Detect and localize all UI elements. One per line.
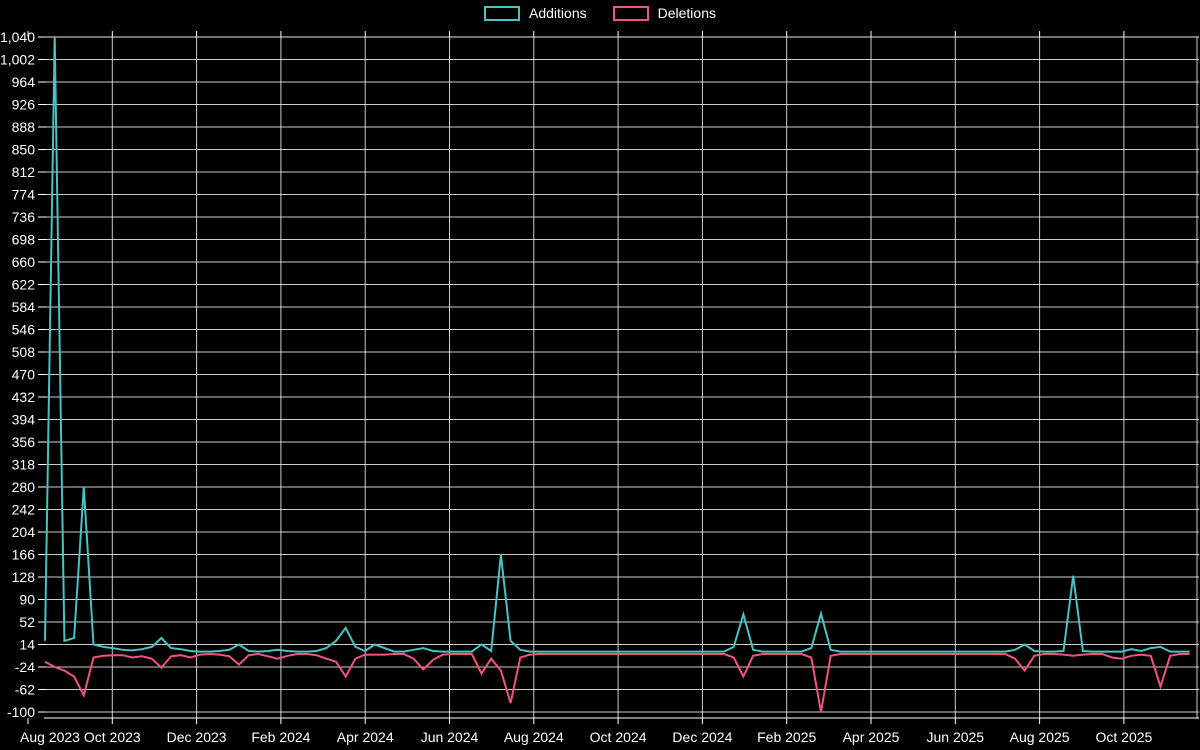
x-axis-label: Oct 2023	[84, 729, 141, 745]
chart-legend: Additions Deletions	[0, 6, 1200, 21]
legend-label-deletions: Deletions	[657, 5, 716, 21]
y-axis-label: 470	[12, 367, 36, 383]
y-axis-label: 812	[12, 164, 36, 180]
y-axis-label: 698	[12, 232, 36, 248]
y-axis-label: 432	[12, 389, 36, 405]
x-axis-label: Aug 2024	[504, 729, 564, 745]
y-axis-label: 736	[12, 209, 36, 225]
x-axis-label: Oct 2025	[1095, 729, 1152, 745]
y-axis-label: 14	[19, 637, 35, 653]
x-axis-label: Apr 2025	[843, 729, 900, 745]
additions-line	[44, 36, 1190, 653]
y-axis-label: 774	[12, 187, 36, 203]
y-axis-label: 546	[12, 322, 36, 338]
x-axis-label: Oct 2024	[590, 729, 647, 745]
y-axis-label: -62	[15, 682, 35, 698]
legend-label-additions: Additions	[529, 5, 587, 21]
y-axis-label: 622	[12, 277, 36, 293]
y-axis-label: 90	[19, 592, 35, 608]
y-axis-label: 318	[12, 457, 36, 473]
y-axis-label: 508	[12, 344, 36, 360]
y-axis-label: 584	[12, 299, 36, 315]
y-axis-label: 52	[19, 614, 35, 630]
x-axis-label: Apr 2024	[337, 729, 394, 745]
y-axis-label: 850	[12, 142, 36, 158]
y-axis-label: 128	[12, 569, 36, 585]
y-axis-label: 204	[12, 524, 36, 540]
x-axis-label: Dec 2024	[672, 729, 732, 745]
additions-swatch-icon	[484, 6, 521, 21]
y-axis-label: 166	[12, 547, 36, 563]
deletions-line	[44, 652, 1190, 713]
deletions-swatch-icon	[612, 6, 649, 21]
x-axis-label: Aug 2025	[1010, 729, 1070, 745]
x-axis-label: Jun 2024	[421, 729, 479, 745]
y-axis-label: 1,040	[0, 29, 35, 45]
x-axis-label: Jun 2025	[926, 729, 984, 745]
y-axis-label: 926	[12, 97, 36, 113]
y-axis-label: 356	[12, 434, 36, 450]
y-axis-label: 964	[12, 74, 36, 90]
y-axis-label: -100	[7, 704, 35, 720]
y-axis-label: 394	[12, 412, 36, 428]
x-axis-label: Feb 2024	[251, 729, 310, 745]
y-axis-label: 242	[12, 502, 36, 518]
y-axis-label: -24	[15, 659, 35, 675]
x-axis-label: Aug 2023	[20, 729, 80, 745]
x-axis-label: Feb 2025	[757, 729, 816, 745]
legend-item-additions[interactable]: Additions	[484, 6, 587, 21]
legend-item-deletions[interactable]: Deletions	[612, 5, 716, 21]
x-axis-label: Dec 2023	[167, 729, 227, 745]
y-axis-label: 1,002	[0, 52, 35, 68]
y-axis-label: 888	[12, 119, 36, 135]
y-axis-label: 660	[12, 254, 36, 270]
y-axis-label: 280	[12, 479, 36, 495]
